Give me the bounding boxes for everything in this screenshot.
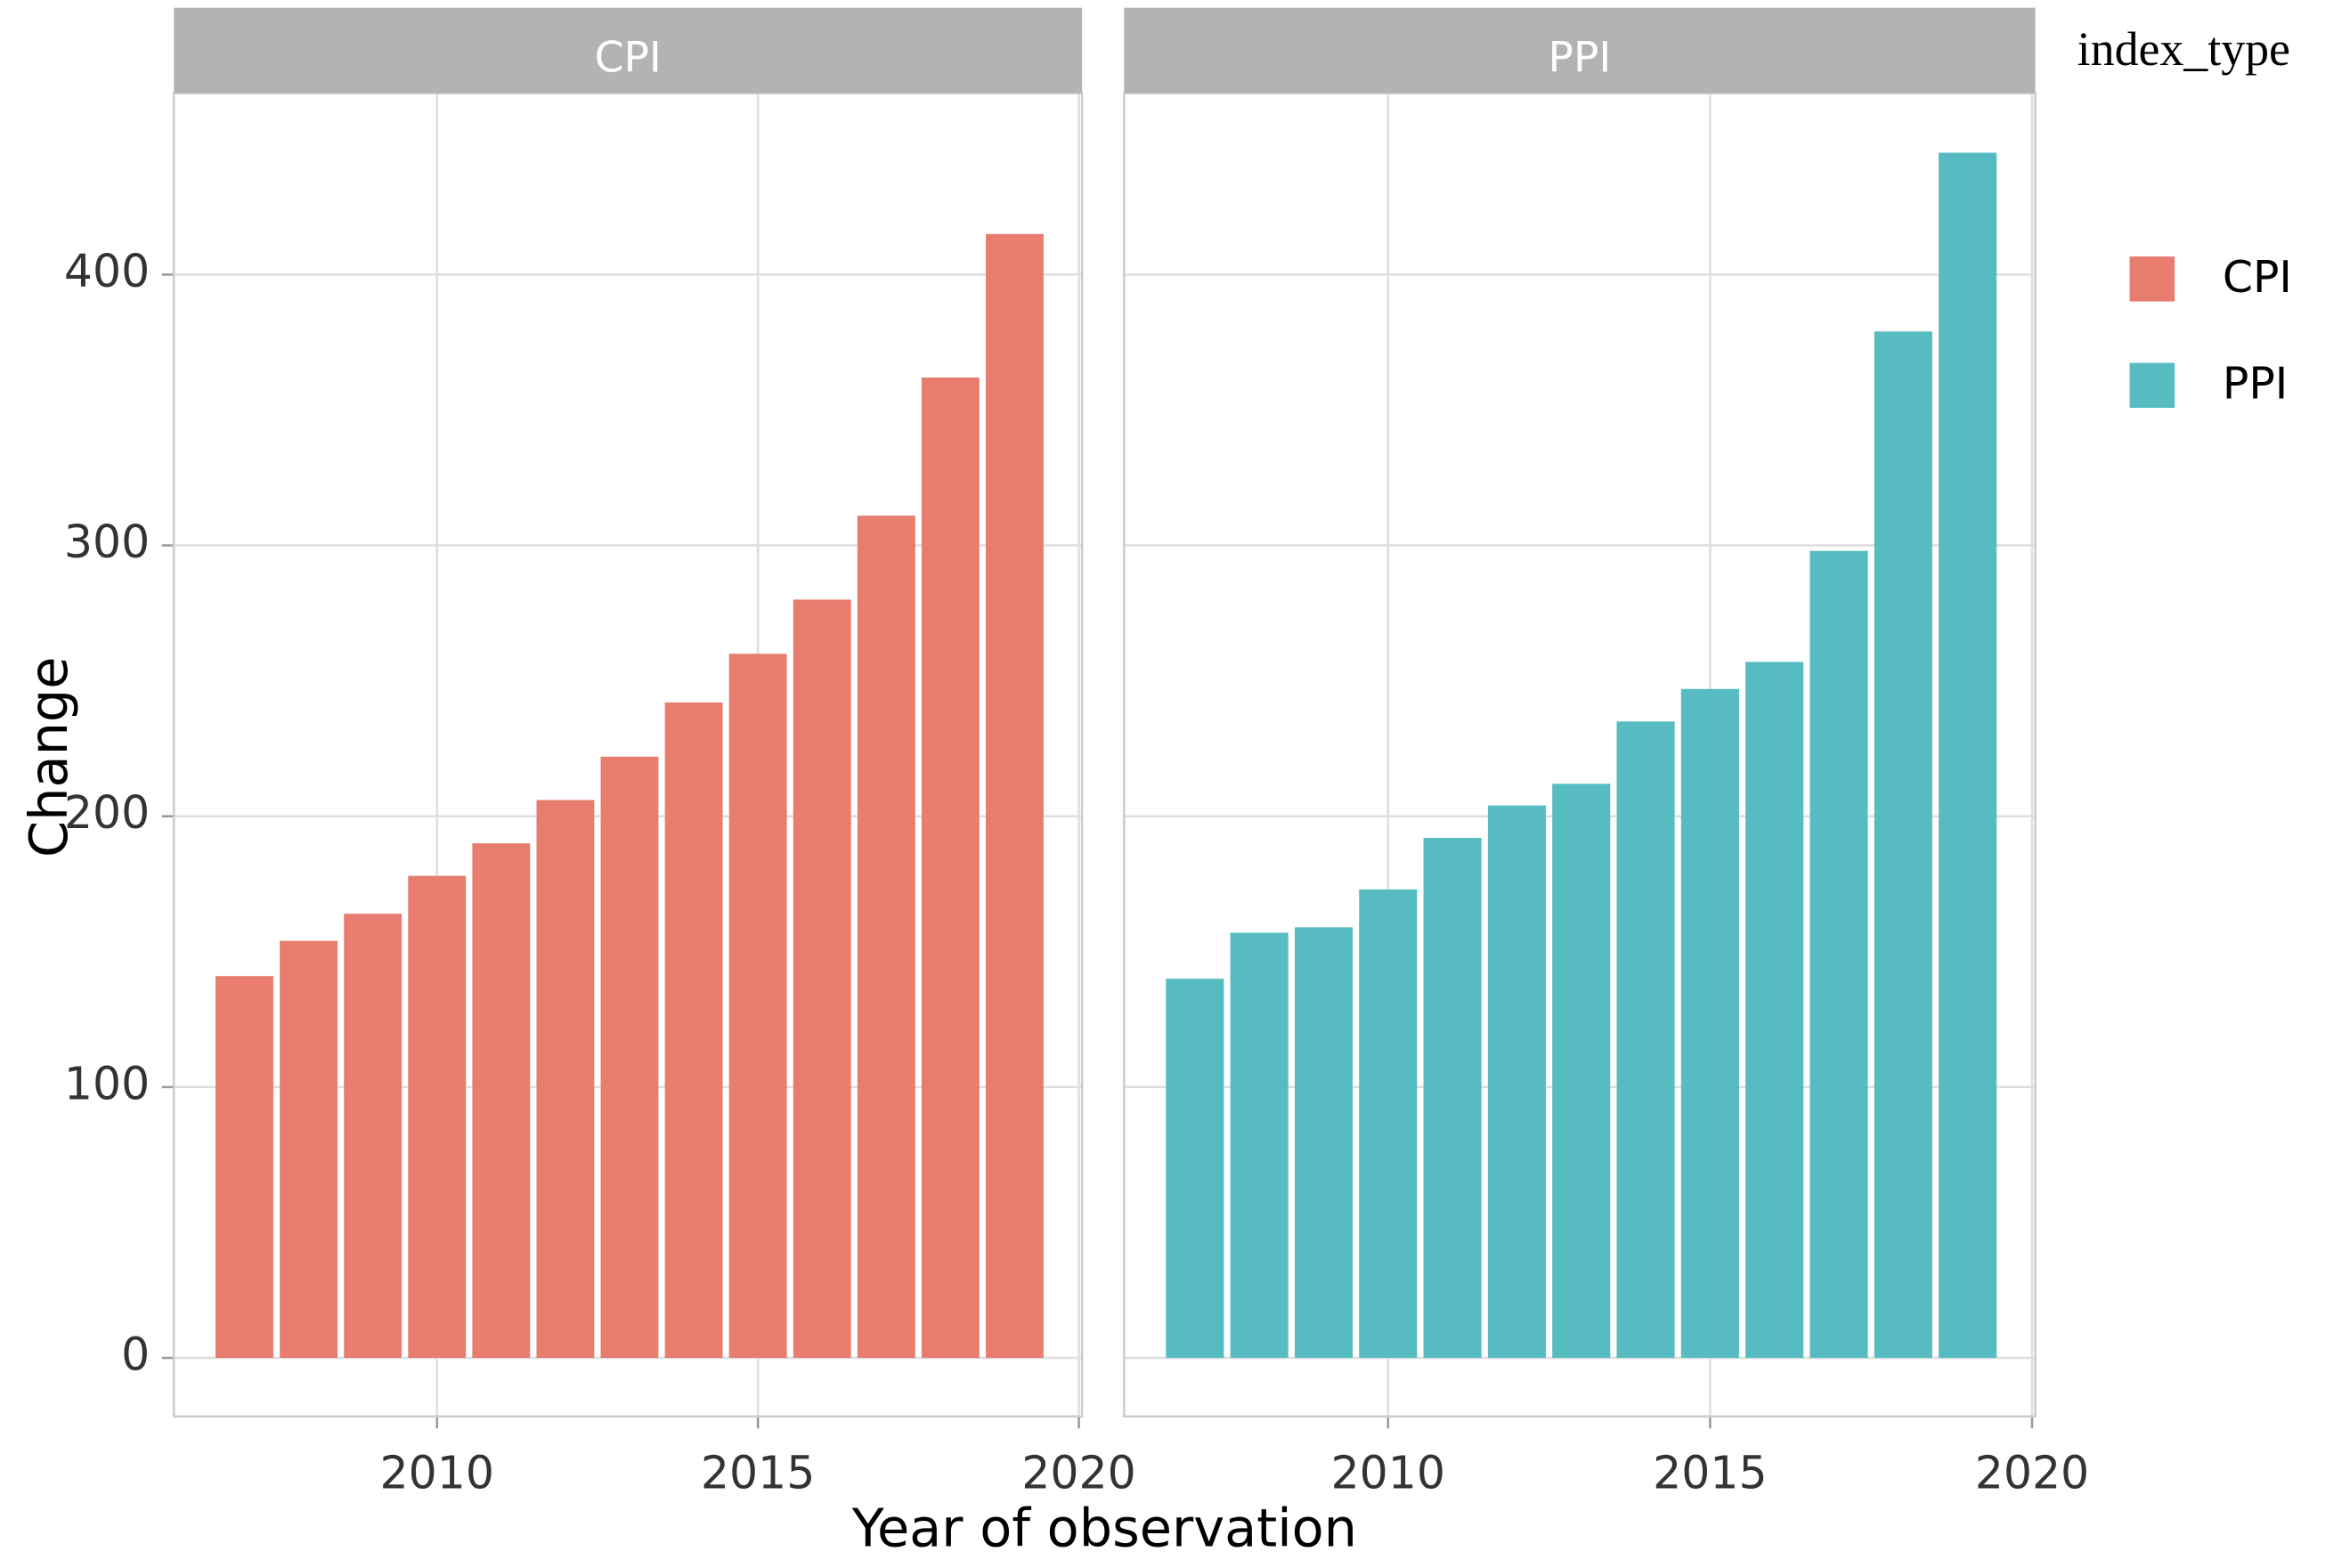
y-tick-label: 100 xyxy=(64,1057,150,1109)
bar xyxy=(1487,805,1546,1359)
legend-label: PPI xyxy=(2223,358,2288,409)
bar xyxy=(1552,784,1611,1359)
legend-key xyxy=(2129,256,2175,302)
bar xyxy=(1359,889,1418,1359)
bar xyxy=(1809,550,1868,1359)
bar xyxy=(1230,932,1289,1359)
y-tick-label: 0 xyxy=(121,1328,150,1381)
bar xyxy=(664,702,723,1359)
x-tick-label: 2010 xyxy=(380,1447,494,1499)
bar xyxy=(1874,331,1932,1359)
y-axis-title: Change xyxy=(18,656,79,857)
y-tick-label: 400 xyxy=(64,245,150,297)
bar xyxy=(408,875,467,1359)
x-axis-title: Year of observation xyxy=(851,1497,1357,1558)
bar xyxy=(215,976,273,1359)
legend-key xyxy=(2129,362,2175,409)
bar xyxy=(728,654,787,1359)
bar xyxy=(1939,152,1997,1359)
bar xyxy=(1423,838,1482,1359)
legend-label: CPI xyxy=(2223,252,2292,303)
y-tick-label: 200 xyxy=(64,786,150,839)
bar xyxy=(536,800,595,1359)
x-tick-label: 2020 xyxy=(1021,1447,1135,1499)
bar xyxy=(1745,662,1804,1359)
bar xyxy=(280,940,338,1359)
x-tick-label: 2010 xyxy=(1331,1447,1445,1499)
strip-label: PPI xyxy=(1549,34,1612,83)
bar xyxy=(1616,721,1675,1359)
bar xyxy=(857,516,915,1359)
bar xyxy=(1294,927,1354,1359)
strip xyxy=(1124,7,2036,93)
bar xyxy=(986,233,1044,1359)
bar xyxy=(344,914,403,1359)
bar xyxy=(1166,979,1224,1359)
bar xyxy=(793,599,851,1359)
x-tick-label: 2020 xyxy=(1975,1447,2089,1499)
strip xyxy=(174,7,1083,93)
legend-title: index_type xyxy=(2078,22,2290,76)
bar xyxy=(472,843,531,1359)
bar xyxy=(921,377,980,1359)
x-tick-label: 2015 xyxy=(701,1447,815,1499)
bar xyxy=(1680,688,1739,1359)
y-tick-label: 300 xyxy=(64,516,150,568)
bar xyxy=(600,756,659,1359)
x-tick-label: 2015 xyxy=(1653,1447,1767,1499)
strip-label: CPI xyxy=(595,34,662,83)
